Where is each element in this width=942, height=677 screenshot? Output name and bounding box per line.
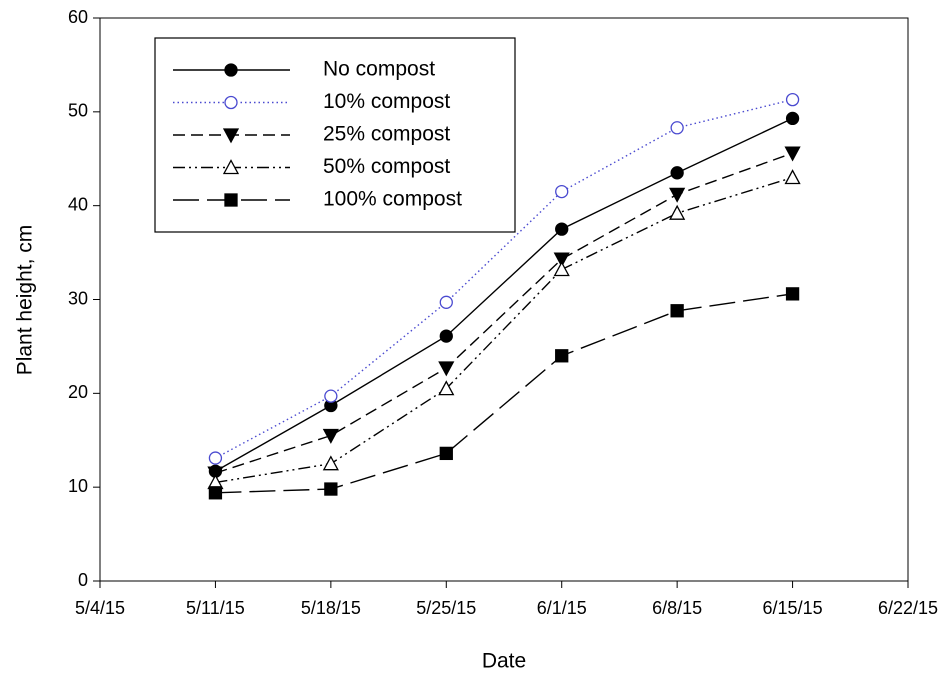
y-tick-label: 10 [68,476,88,496]
marker [439,446,453,461]
marker [222,128,240,144]
legend-label: 50% compost [323,155,450,178]
marker [670,121,684,135]
marker [439,295,453,309]
series-line [215,98,793,459]
marker [207,466,224,482]
x-tick-label: 5/4/15 [75,598,125,618]
marker [224,95,238,110]
y-tick-label: 0 [78,570,88,590]
series-line [215,293,793,494]
marker [669,187,686,203]
marker [785,92,800,107]
y-axis-label: Plant height, cm [14,225,37,376]
legend-label: 25% compost [323,123,450,146]
x-tick-label: 6/22/15 [878,598,938,618]
x-tick-label: 5/25/15 [416,598,476,618]
marker [208,486,223,500]
x-axis-label: Date [482,650,526,673]
marker [785,287,800,301]
marker [553,261,570,277]
marker [553,252,570,268]
series-line [215,176,793,484]
marker [669,204,686,220]
y-tick-label: 40 [68,194,88,214]
marker [222,159,240,175]
marker [670,166,684,180]
marker [555,184,569,199]
marker [438,380,455,396]
series-line [215,117,793,472]
legend-label: 10% compost [323,90,450,113]
marker [784,169,801,185]
marker [784,146,801,162]
marker [224,193,238,207]
y-tick-label: 30 [68,288,88,308]
legend-label: 100% compost [323,188,462,211]
marker [438,361,455,377]
marker [439,329,453,343]
x-tick-label: 6/1/15 [537,598,587,618]
marker [785,111,800,126]
marker [322,455,339,471]
marker [555,222,569,236]
marker [670,304,684,318]
x-tick-label: 6/8/15 [652,598,702,618]
x-tick-label: 5/18/15 [301,598,361,618]
y-tick-label: 20 [68,382,88,402]
marker [224,63,238,77]
x-tick-label: 6/15/15 [763,598,823,618]
marker [208,451,223,465]
x-tick-label: 5/11/15 [186,598,245,618]
y-tick-label: 50 [68,101,88,121]
marker [555,349,569,363]
marker [322,428,339,444]
legend-label: No compost [323,58,435,81]
series-line [215,152,793,474]
marker [324,389,338,403]
y-tick-label: 60 [68,7,88,27]
marker [324,482,338,496]
